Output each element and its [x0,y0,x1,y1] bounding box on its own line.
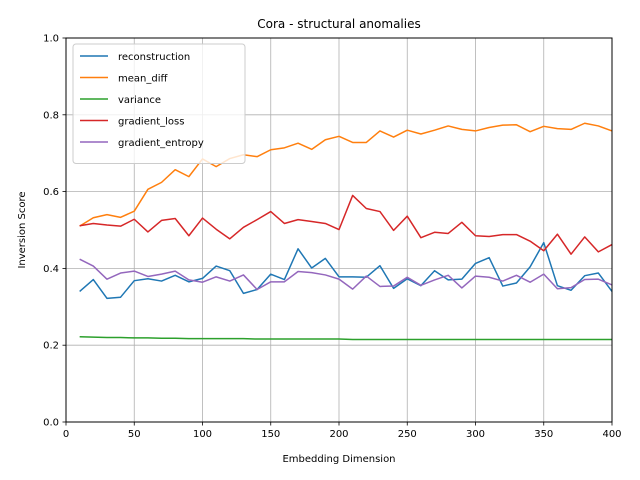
series-line-reconstruction [79,241,613,300]
series-lines [79,122,613,341]
y-tick-label: 1.0 [43,34,59,45]
legend-label: variance [118,95,161,106]
legend-label: reconstruction [118,52,190,63]
x-tick-label: 250 [398,429,417,440]
series-line-mean-diff [79,122,613,227]
y-tick-label: 0.8 [43,110,59,121]
x-axis: 0 50 100 150 200 250 300 350 400 [63,422,622,440]
legend-box [72,43,246,164]
series-line-gradient-entropy [79,258,613,291]
chart-title: Cora - structural anomalies [257,17,420,31]
series-line-variance [79,336,612,341]
y-tick-label: 0.6 [43,187,59,198]
grid [65,37,613,423]
y-tick-label: 0.4 [43,264,59,275]
y-axis-title: Inversion Score [17,191,28,268]
x-tick-label: 0 [63,429,69,440]
x-tick-label: 50 [128,429,141,440]
x-tick-label: 350 [534,429,553,440]
y-tick-label: 0.0 [43,418,59,429]
x-tick-label: 200 [329,429,348,440]
x-tick-label: 100 [193,429,212,440]
legend-label: gradient_entropy [118,138,204,149]
x-tick-label: 300 [466,429,485,440]
y-tick-label: 0.2 [43,341,59,352]
y-axis: 0.0 0.2 0.4 0.6 0.8 1.0 [43,34,66,429]
x-tick-label: 150 [261,429,280,440]
legend: reconstruction mean_diff variance gradient_… [72,43,246,164]
x-tick-label: 400 [602,429,621,440]
series-line-gradient-loss [79,194,613,255]
legend-label: mean_diff [118,74,168,85]
x-axis-title: Embedding Dimension [282,454,395,465]
legend-label: gradient_loss [118,117,184,128]
